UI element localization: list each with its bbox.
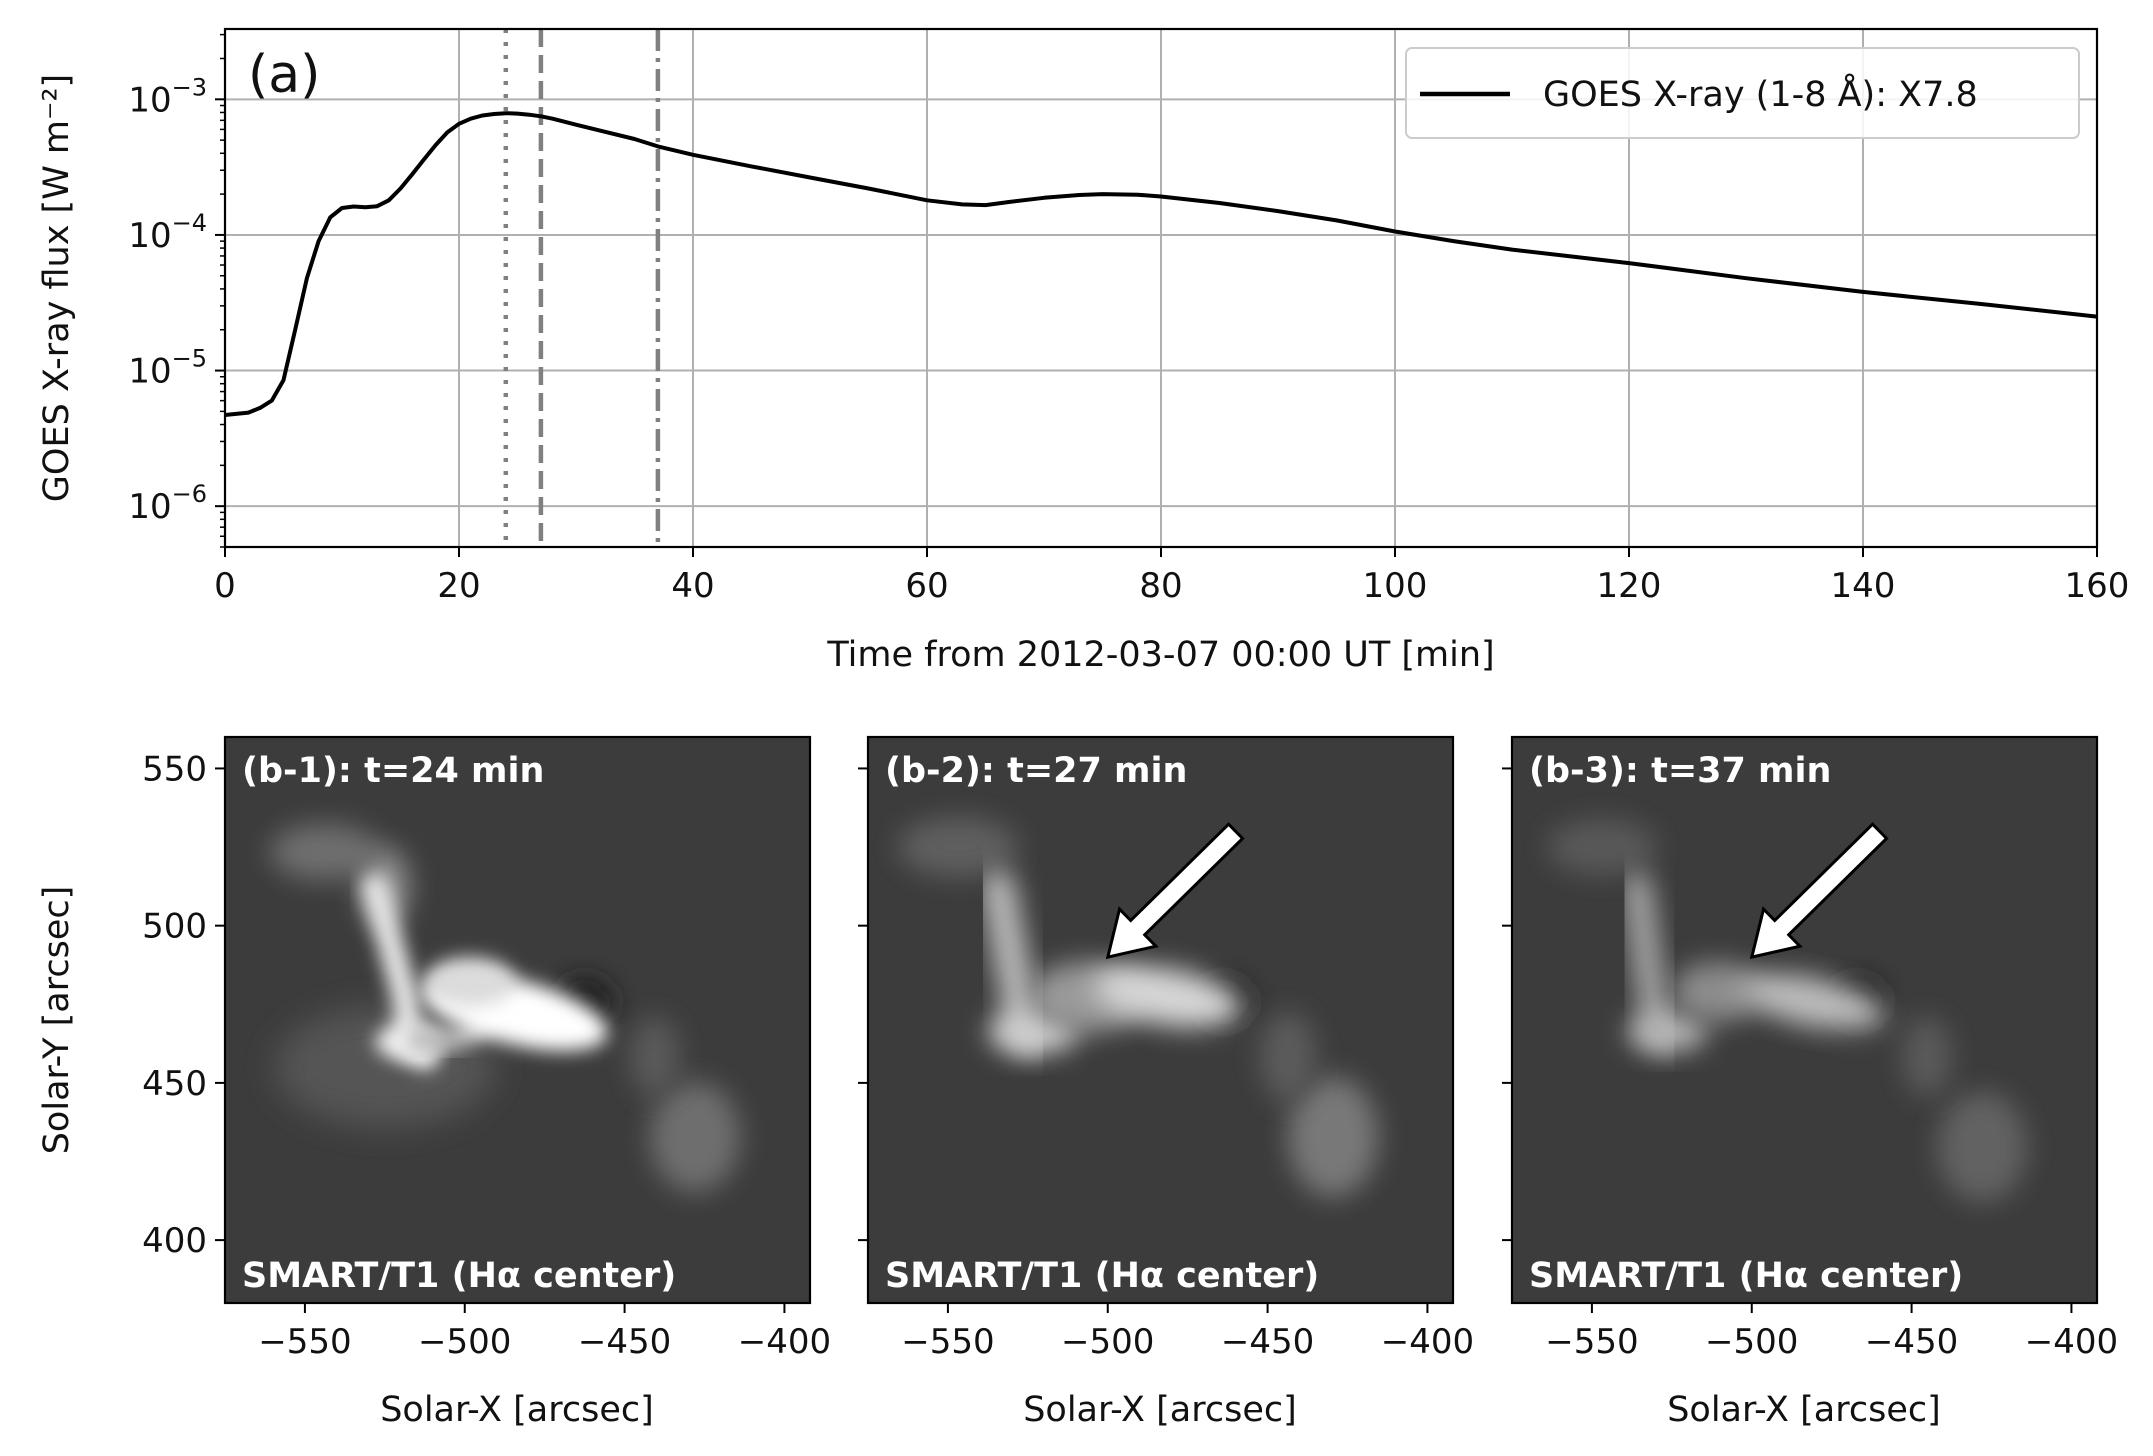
ticks-b1: −550 −500 −450 −400 550 500 450 400 xyxy=(142,749,831,1362)
highlight-arrow-b3 xyxy=(1749,822,1889,960)
y-tick-label-a: 10−6 xyxy=(128,480,207,527)
x-tick-label-b1: −400 xyxy=(738,1322,831,1362)
x-tick-label-a: 60 xyxy=(905,566,948,606)
series-goes xyxy=(225,111,2097,417)
x-axis-label-b3: Solar-X [arcsec] xyxy=(1667,1390,1941,1430)
x-tick-label-a: 100 xyxy=(1363,566,1428,606)
x-axis-label-b2: Solar-X [arcsec] xyxy=(1023,1390,1297,1430)
x-tick-label-a: 160 xyxy=(2065,566,2130,606)
highlight-arrow-b2 xyxy=(1105,822,1245,960)
time-markers xyxy=(503,29,661,547)
plot-frame-b2 xyxy=(866,735,1455,1305)
x-tick-label-b3: −550 xyxy=(1545,1322,1638,1362)
x-tick-label-b2: −400 xyxy=(1381,1322,1474,1362)
arrow-b2 xyxy=(1105,822,1245,960)
panel-b3: (b-3): t=37 min SMART/T1 (Hα center) −55… xyxy=(1502,735,2118,1430)
x-tick-label-b2: −500 xyxy=(1061,1322,1154,1362)
legend-box xyxy=(1405,47,2080,139)
y-tick-label-b1: 550 xyxy=(142,749,207,789)
panel-caption-b1: SMART/T1 (Hα center) xyxy=(242,1256,676,1296)
plot-frame-b1 xyxy=(223,735,812,1305)
panel-title-b2: (b-2): t=27 min xyxy=(885,751,1187,791)
panel-caption-b3: SMART/T1 (Hα center) xyxy=(1529,1256,1963,1296)
panel-b1: (b-1): t=24 min SMART/T1 (Hα center) −55… xyxy=(37,735,831,1430)
y-tick-label-a: 10−5 xyxy=(128,345,207,392)
plot-frame-b3 xyxy=(1510,735,2099,1305)
y-tick-label-a: 10−4 xyxy=(128,209,207,256)
y-tick-label-b1: 400 xyxy=(142,1221,207,1261)
x-tick-label-b3: −500 xyxy=(1705,1322,1798,1362)
y-tick-label-b1: 450 xyxy=(142,1064,207,1104)
panel-tag-a: (a) xyxy=(248,45,320,105)
panel-title-b1: (b-1): t=24 min xyxy=(242,751,544,791)
halpha-image-b2 xyxy=(868,737,1453,1303)
x-tick-label-a: 20 xyxy=(437,566,480,606)
legend: GOES X-ray (1-8 Å): X7.8 xyxy=(1405,47,2080,139)
x-tick-label-b2: −550 xyxy=(901,1322,994,1362)
x-tick-label-a: 120 xyxy=(1597,566,1662,606)
panel-a: 0 20 40 60 80 100 120 140 160 10−6 10−5 10−4 10−3 (a… xyxy=(37,27,2130,675)
x-tick-label-b3: −400 xyxy=(2025,1322,2118,1362)
x-tick-label-a: 80 xyxy=(1139,566,1182,606)
ticks-b3: −550 −500 −450 −400 xyxy=(1502,767,2118,1362)
panel-b2: (b-2): t=27 min SMART/T1 (Hα center) −55… xyxy=(858,735,1474,1430)
ticks-b2: −550 −500 −450 −400 xyxy=(858,767,1474,1362)
x-tick-label-a: 40 xyxy=(671,566,714,606)
x-tick-label-b2: −450 xyxy=(1221,1322,1314,1362)
x-axis-label-a: Time from 2012-03-07 00:00 UT [min] xyxy=(826,635,1494,675)
x-tick-label-b1: −550 xyxy=(258,1322,351,1362)
x-tick-label-a: 140 xyxy=(1831,566,1896,606)
goes-flux-line xyxy=(225,111,2097,417)
y-axis-label-b: Solar-Y [arcsec] xyxy=(37,886,77,1155)
arrow-b3 xyxy=(1749,822,1889,960)
x-tick-label-b1: −500 xyxy=(418,1322,511,1362)
x-tick-label-a: 0 xyxy=(214,566,236,606)
panel-caption-b2: SMART/T1 (Hα center) xyxy=(885,1256,1319,1296)
halpha-image-b1 xyxy=(225,737,810,1303)
x-tick-label-b3: −450 xyxy=(1865,1322,1958,1362)
ticks-a: 0 20 40 60 80 100 120 140 160 10−6 10−5 10−4 10−3 xyxy=(128,33,2130,606)
legend-label: GOES X-ray (1-8 Å): X7.8 xyxy=(1543,72,1978,115)
y-axis-label-a: GOES X-ray flux [W m⁻²] xyxy=(37,74,77,502)
x-axis-label-b1: Solar-X [arcsec] xyxy=(380,1390,654,1430)
y-tick-label-a: 10−3 xyxy=(128,73,207,120)
y-tick-label-b1: 500 xyxy=(142,907,207,947)
x-tick-label-b1: −450 xyxy=(578,1322,671,1362)
halpha-image-b3 xyxy=(1512,737,2097,1303)
panel-title-b3: (b-3): t=37 min xyxy=(1529,751,1831,791)
